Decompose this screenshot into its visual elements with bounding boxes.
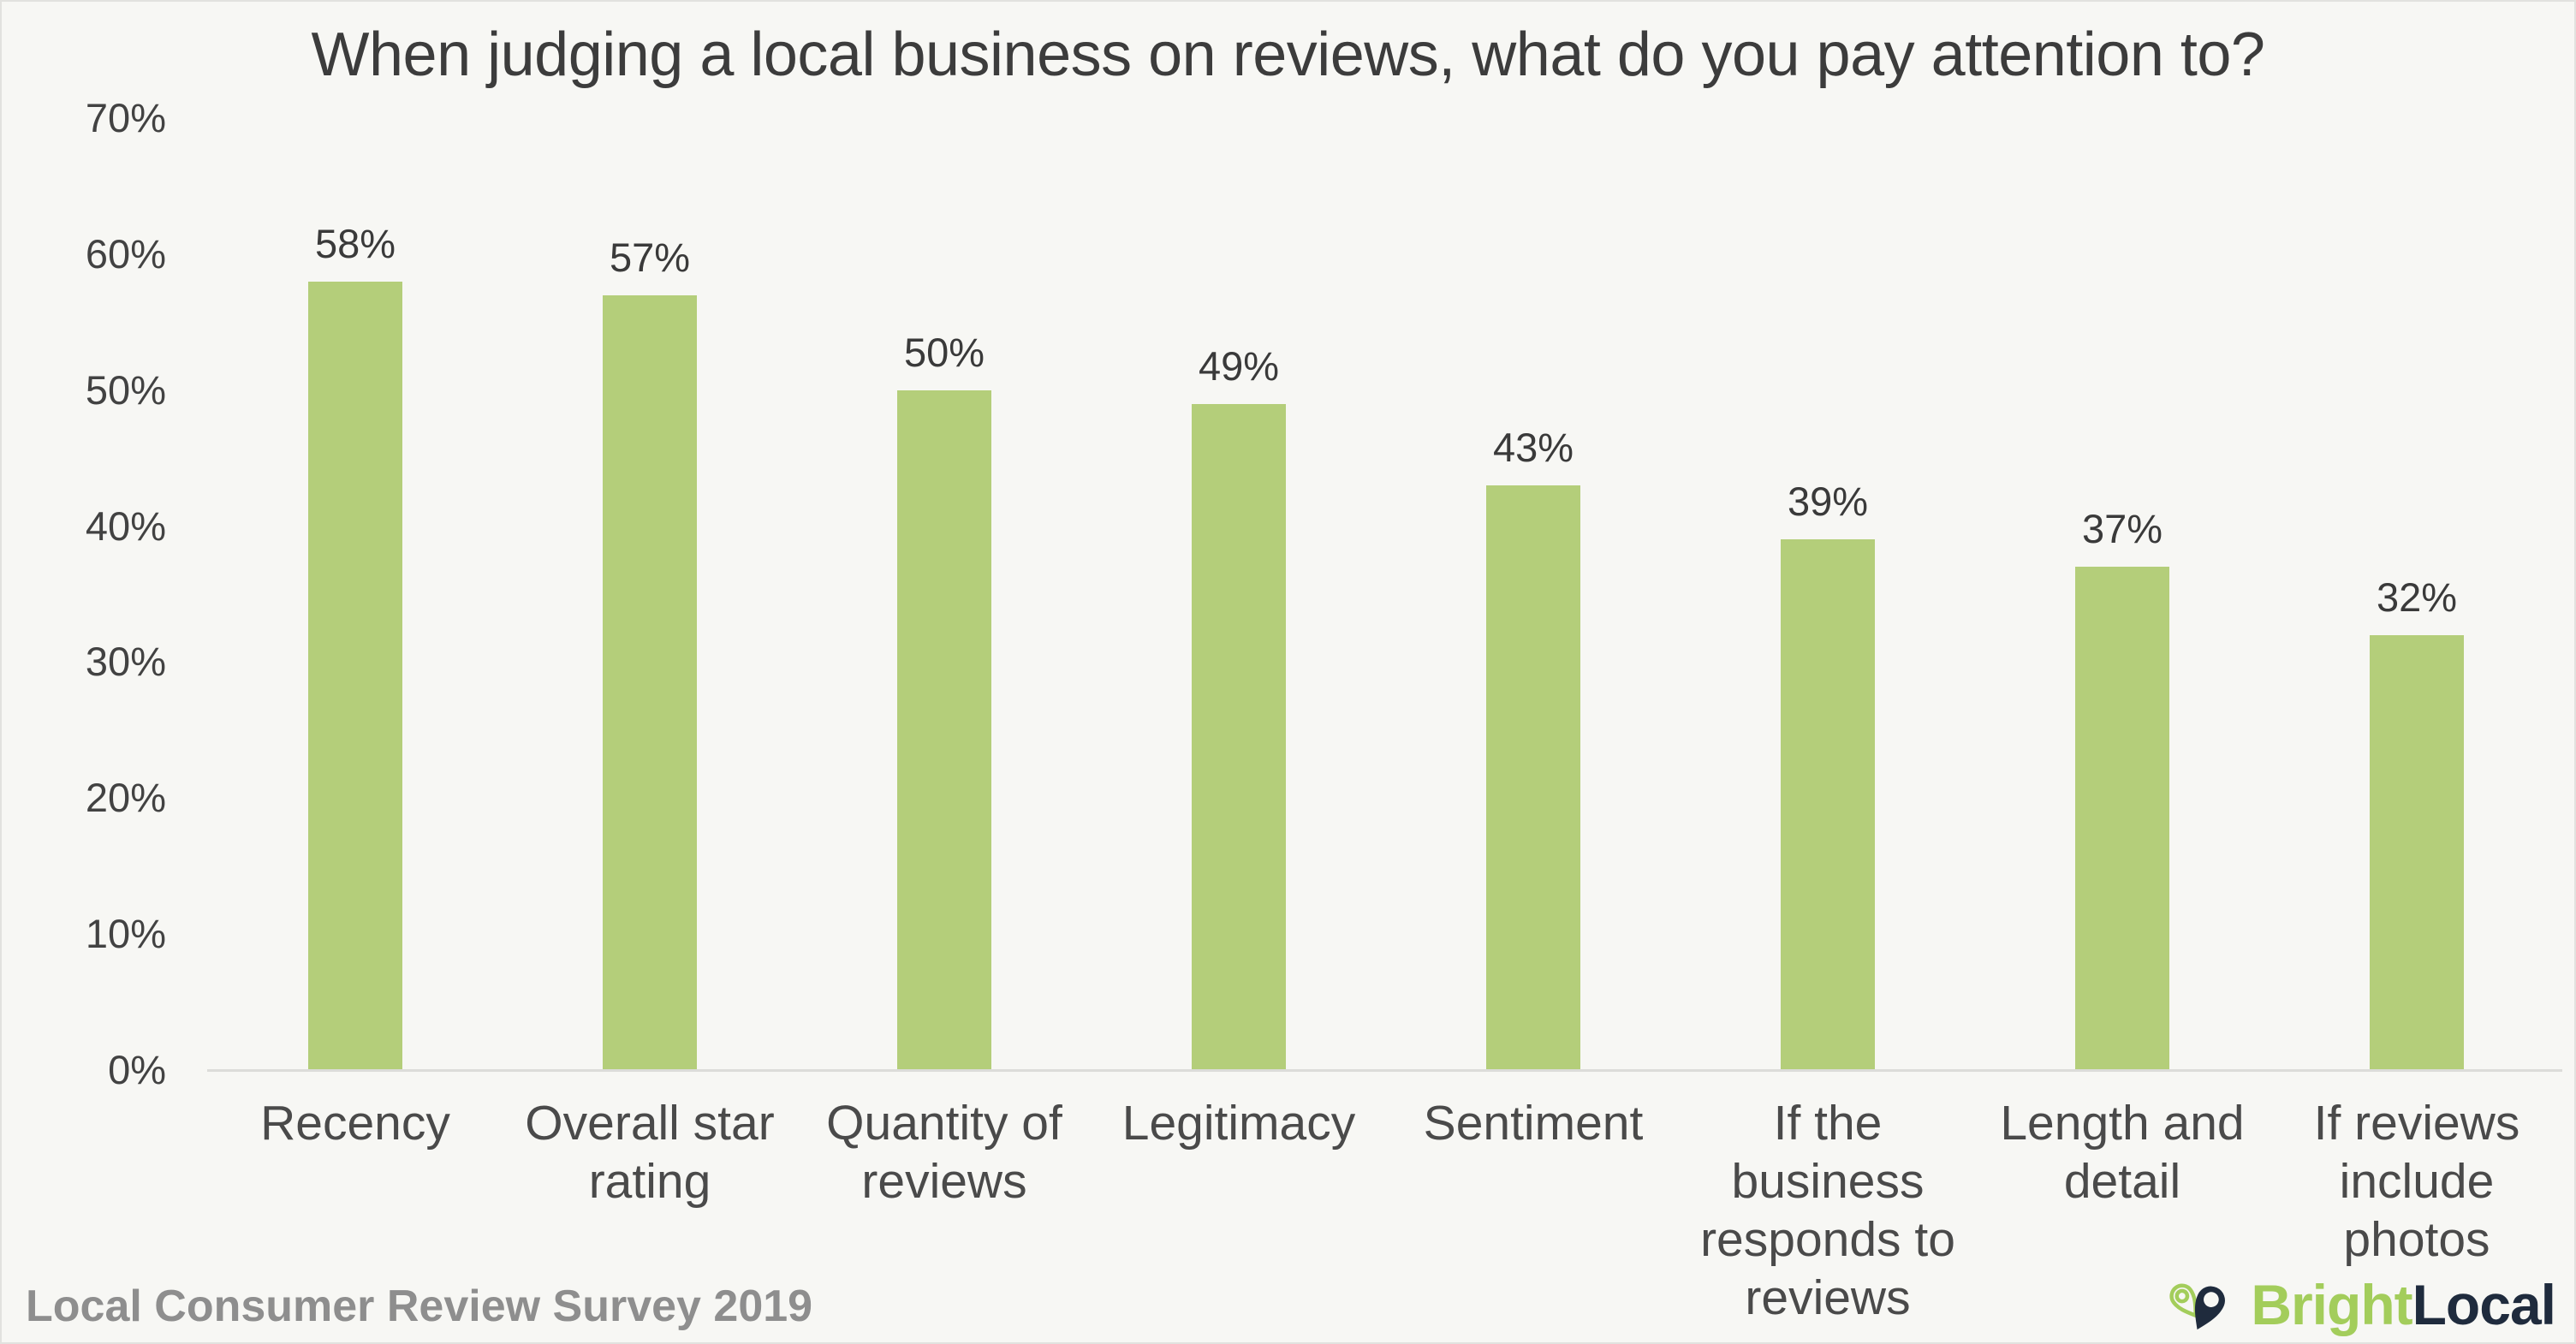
brightlocal-logo-icon [2169,1283,2226,1330]
y-tick-label-40: 40% [85,503,166,549]
x-axis-line [207,1069,2562,1072]
y-tick-label-60: 60% [85,230,166,277]
category-label-if-the-business-responds-to-reviews: If the business responds to reviews [1700,1096,1955,1325]
y-tick-label-20: 20% [85,775,166,821]
bar-legitimacy [1192,403,1286,1070]
bar-column-if-the-business-responds-to-reviews: 39% [1681,118,1975,1070]
category-label-legitimacy: Legitimacy [1121,1096,1356,1151]
bar-column-recency: 58% [208,118,503,1070]
brand-text-bright: Bright [2251,1273,2412,1336]
category-label-sentiment: Sentiment [1423,1096,1644,1151]
bar-value-label: 39% [1787,479,1869,525]
bar-recency [308,281,402,1070]
category-labels: Recency Overall star rating Quantity of re… [208,1094,2564,1327]
bar-value-label: 49% [1198,342,1280,389]
bar-value-label: 50% [903,329,985,375]
category-label-overall-star-rating: Overall star rating [525,1096,775,1209]
bar-value-label: 58% [314,220,396,266]
chart-title: When judging a local business on reviews… [311,21,2265,89]
bar-value-label: 57% [609,234,691,280]
category-label-if-reviews-include-photos: If reviews include photos [2313,1096,2520,1267]
y-tick-label-30: 30% [85,639,166,685]
bar-column-legitimacy: 49% [1092,118,1386,1070]
bar-if-the-business-responds-to-reviews [1781,539,1875,1070]
bar-value-label: 32% [2376,574,2458,620]
brightlocal-logo: BrightLocal [2158,1267,2556,1342]
plot-area: 58% 57% 50% 49% 43% 39% 37% 32% [208,118,2564,1070]
brand-text-local: Local [2412,1273,2556,1336]
bar-column-sentiment: 43% [1386,118,1681,1070]
bar-quantity-of-reviews [897,390,991,1070]
bar-sentiment [1486,485,1580,1070]
bar-length-and-detail [2075,567,2169,1070]
bar-if-reviews-include-photos [2370,634,2464,1070]
y-tick-label-10: 10% [85,911,166,957]
brand-wordmark: BrightLocal [2251,1269,2556,1341]
category-label-recency: Recency [260,1096,450,1151]
y-tick-label-50: 50% [85,366,166,413]
bar-column-quantity-of-reviews: 50% [797,118,1092,1070]
category-label-length-and-detail: Length and detail [2000,1096,2245,1209]
bar-column-length-and-detail: 37% [1975,118,2270,1070]
bar-value-label: 43% [1492,424,1574,470]
y-tick-label-0: 0% [108,1047,166,1092]
bar-value-label: 37% [2081,506,2163,552]
y-tick-label-70: 70% [85,95,166,140]
bar-overall-star-rating [603,294,697,1070]
category-label-quantity-of-reviews: Quantity of reviews [826,1096,1062,1209]
source-caption: Local Consumer Review Survey 2019 [26,1282,813,1331]
bar-column-if-reviews-include-photos: 32% [2270,118,2564,1070]
bar-column-overall-star-rating: 57% [503,118,797,1070]
